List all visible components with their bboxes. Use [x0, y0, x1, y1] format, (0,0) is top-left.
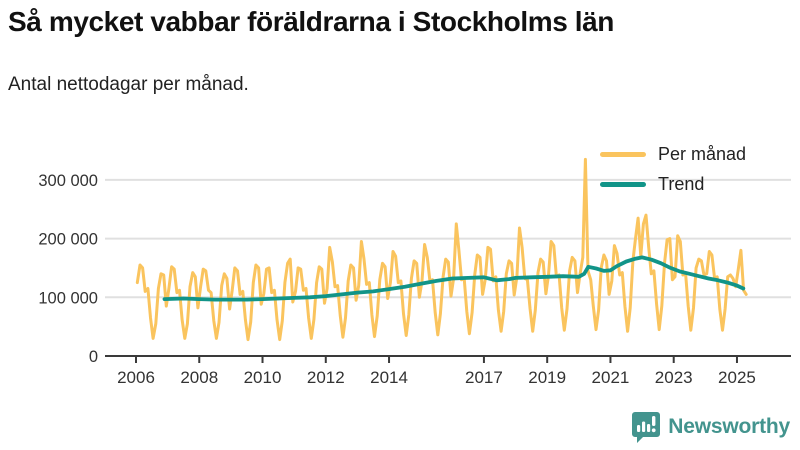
legend-item-trend: Trend [600, 174, 746, 195]
x-tick-label: 2021 [592, 368, 630, 387]
y-tick-label: 200 000 [38, 231, 98, 249]
legend-label-trend: Trend [658, 174, 705, 194]
newsworthy-wordmark: Newsworthy [668, 415, 790, 438]
y-tick-label: 0 [89, 348, 98, 366]
page-title: Så mycket vabbar föräldrarna i Stockholm… [8, 6, 615, 37]
series-line-per-manad [135, 157, 748, 342]
per-manad-line-swatch [600, 152, 646, 157]
x-tick-label: 2008 [180, 368, 218, 387]
y-tick-label: 300 000 [38, 172, 98, 190]
x-tick-label: 2023 [655, 368, 693, 387]
x-tick-label: 2025 [718, 368, 756, 387]
series-line-trend [162, 255, 746, 302]
x-tick-label: 2012 [307, 368, 345, 387]
x-tick-label: 2017 [465, 368, 503, 387]
x-tick-label: 2006 [117, 368, 155, 387]
legend-item-per-manad: Per månad [600, 144, 746, 165]
x-tick-label: 2019 [528, 368, 566, 387]
newsworthy-speech-bubble-icon [632, 412, 661, 443]
page-subtitle: Antal nettodagar per månad. [8, 74, 249, 95]
trend-line-swatch [600, 182, 646, 187]
chart-legend: Per månad Trend [600, 144, 746, 195]
x-tick-label: 2014 [370, 368, 408, 387]
legend-label-per-manad: Per månad [658, 144, 747, 164]
y-tick-label: 100 000 [38, 289, 98, 307]
newsworthy-logo: Newsworthy [631, 411, 790, 443]
x-tick-label: 2010 [244, 368, 282, 387]
